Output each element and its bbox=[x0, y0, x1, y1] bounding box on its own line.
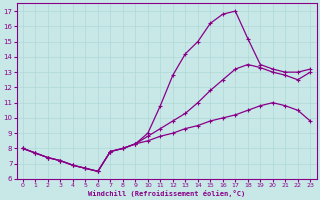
X-axis label: Windchill (Refroidissement éolien,°C): Windchill (Refroidissement éolien,°C) bbox=[88, 190, 245, 197]
